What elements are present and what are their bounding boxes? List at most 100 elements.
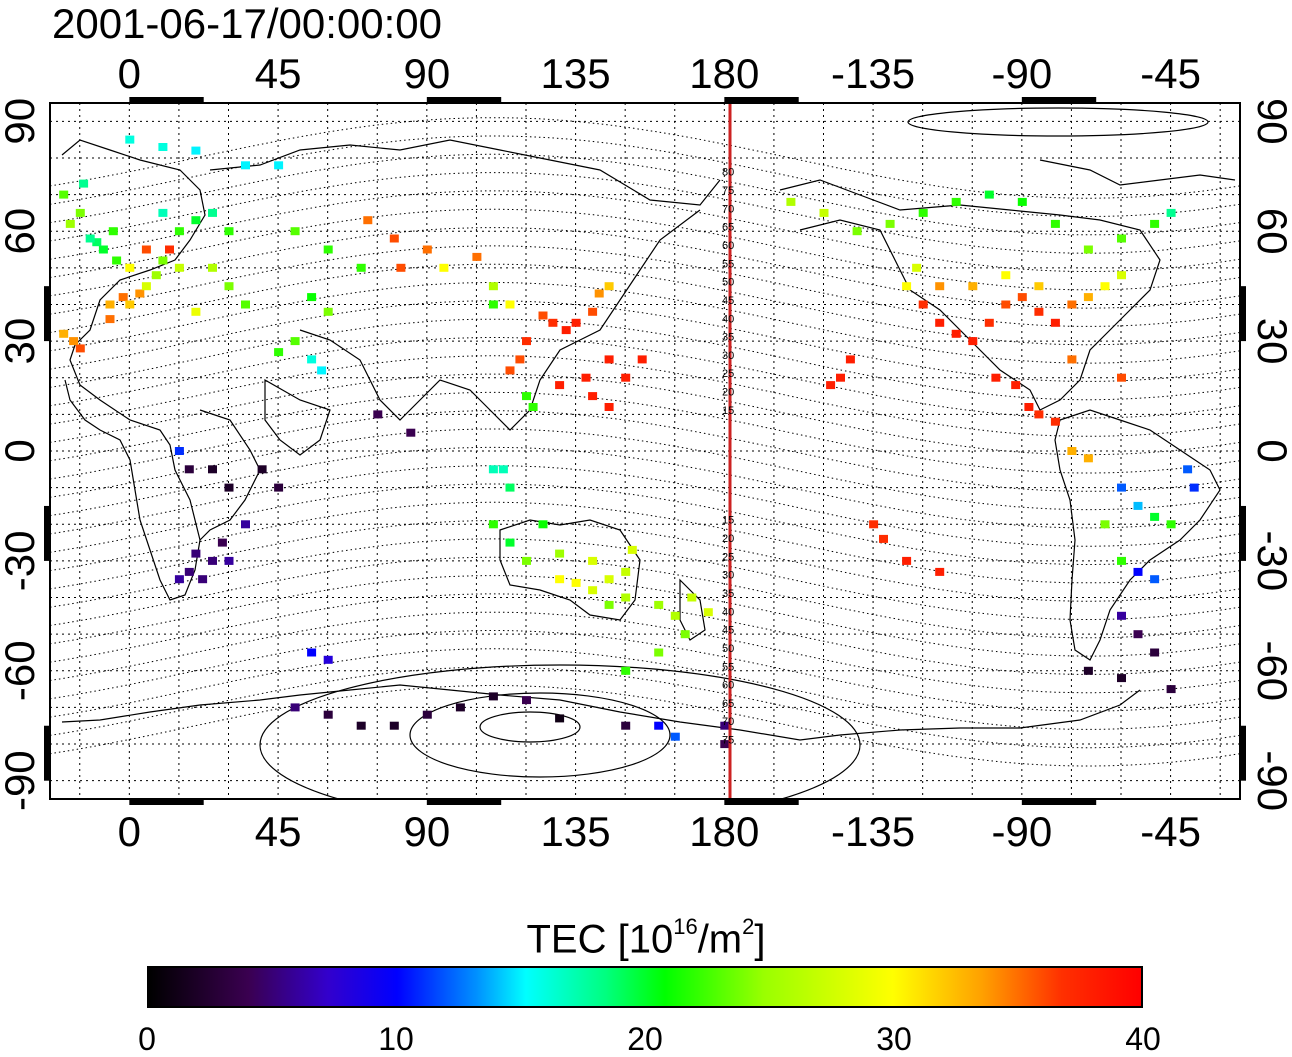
- tec-point: [141, 282, 151, 291]
- tec-point: [323, 245, 333, 254]
- left-axis-tick: -90: [0, 750, 43, 811]
- tec-point: [241, 300, 250, 309]
- tec-point: [224, 556, 234, 565]
- colorbar-tick: 0: [138, 1021, 156, 1057]
- tec-point: [307, 648, 317, 657]
- tec-point: [1067, 447, 1077, 455]
- tec-point: [654, 600, 664, 609]
- tec-point: [627, 545, 637, 554]
- magnetic-contour: [50, 648, 1240, 730]
- tec-point: [488, 692, 498, 701]
- tec-point: [604, 403, 614, 411]
- frame-bar: [1240, 286, 1246, 342]
- magnetic-lat-label: 65: [722, 698, 734, 710]
- tec-point: [373, 410, 383, 419]
- tec-point: [307, 355, 317, 364]
- tec-point: [935, 318, 945, 327]
- tec-point: [1117, 611, 1126, 620]
- magnetic-contour: [50, 245, 1240, 327]
- top-axis-tick: 90: [403, 50, 450, 97]
- magnetic-contour: [50, 538, 1240, 620]
- frame-bar: [1240, 725, 1246, 781]
- tec-point: [75, 344, 85, 353]
- tec-point: [1117, 271, 1126, 280]
- tec-point: [561, 326, 571, 335]
- tec-point: [968, 337, 978, 346]
- tec-point: [59, 329, 69, 338]
- plot-frame: [49, 102, 1241, 800]
- tec-point: [455, 703, 465, 712]
- tec-point: [317, 366, 327, 375]
- tec-point: [1166, 208, 1176, 217]
- tec-point: [1083, 666, 1093, 675]
- tec-point: [79, 179, 89, 188]
- colorbar-title-prefix: TEC [10: [526, 917, 674, 962]
- magnetic-lat-label: 60: [722, 680, 734, 692]
- tec-point: [224, 227, 234, 236]
- tec-point: [184, 567, 194, 576]
- magnetic-lat-label: 25: [722, 551, 734, 563]
- tec-point: [720, 740, 730, 749]
- left-axis-tick: 90: [0, 98, 43, 145]
- tec-point: [75, 208, 85, 217]
- tec-point: [1150, 512, 1160, 521]
- right-axis-tick: 0: [1249, 439, 1292, 462]
- tec-point: [548, 318, 558, 327]
- tec-point: [217, 538, 227, 547]
- tec-point: [125, 263, 135, 272]
- magnetic-contour: [50, 428, 1240, 511]
- tec-point: [588, 556, 598, 565]
- tec-point: [118, 293, 128, 302]
- magnetic-contour: [50, 520, 1240, 602]
- tec-point: [158, 208, 168, 217]
- magnetic-lat-label: 80: [722, 167, 734, 179]
- right-axis-tick: -90: [1249, 750, 1292, 811]
- tec-point: [1034, 282, 1044, 291]
- magnetic-contour: [50, 630, 1240, 712]
- tec-point: [604, 355, 614, 364]
- magnetic-lat-label: 25: [722, 368, 734, 380]
- tec-point: [1100, 520, 1110, 529]
- magnetic-contour: [50, 611, 1240, 694]
- tec-point: [786, 197, 796, 206]
- polar-contour: [409, 692, 671, 778]
- tec-point: [108, 227, 118, 236]
- top-axis-tick: -135: [831, 50, 915, 97]
- magnetic-contour: [50, 172, 1240, 254]
- colorbar-title-suffix: ]: [754, 917, 766, 962]
- magnetic-contour: [50, 300, 1240, 382]
- tec-point: [208, 263, 217, 272]
- tec-point: [1189, 483, 1199, 492]
- frame-bar: [129, 799, 204, 805]
- left-axis-tick: 30: [0, 318, 43, 365]
- bottom-axis-tick: -90: [991, 808, 1052, 855]
- tec-point: [637, 355, 647, 364]
- tec-point: [555, 381, 565, 390]
- polar-contour: [479, 711, 581, 743]
- tec-point: [621, 666, 631, 675]
- tec-point: [1117, 483, 1126, 492]
- tec-point: [323, 655, 333, 664]
- top-axis-tick: 0: [118, 50, 141, 97]
- left-axis-tick: -60: [0, 640, 43, 701]
- tec-point: [1067, 300, 1077, 309]
- tec-point: [105, 300, 115, 309]
- tec-point: [389, 234, 399, 243]
- tec-point: [125, 300, 135, 309]
- top-axis-tick: -45: [1140, 50, 1201, 97]
- frame-bar: [44, 286, 50, 342]
- tec-point: [505, 538, 515, 547]
- tec-point: [191, 146, 201, 155]
- axis-frame-bars: [44, 97, 1246, 805]
- frame-bar: [724, 799, 799, 805]
- magnetic-lat-label: 65: [722, 222, 734, 234]
- tec-point: [720, 721, 730, 730]
- tec-point: [918, 300, 928, 309]
- tec-point: [528, 403, 538, 411]
- magnetic-contour: [50, 483, 1240, 565]
- tec-point: [208, 208, 217, 217]
- tec-point: [141, 245, 151, 254]
- tec-point: [968, 282, 978, 291]
- magnetic-lat-label: 15: [722, 405, 734, 417]
